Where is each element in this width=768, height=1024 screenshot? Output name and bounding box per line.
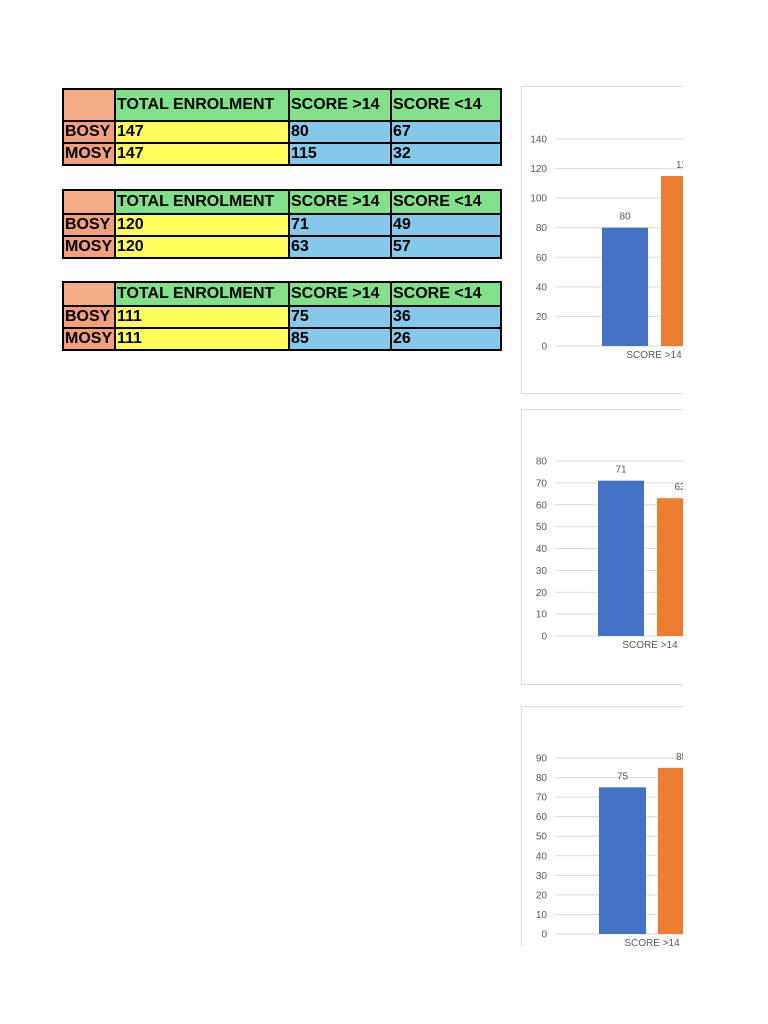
score-below-cell[interactable]: 26 bbox=[390, 327, 502, 351]
row-label-cell[interactable]: MOSY bbox=[62, 142, 116, 166]
table-row: BOSY 120 71 49 bbox=[62, 213, 502, 237]
enrolment-table-2: TOTAL ENROLMENT SCORE >14 SCORE <14 BOSY… bbox=[62, 189, 502, 259]
score-below-cell[interactable]: 67 bbox=[390, 120, 502, 144]
header-cell-blank[interactable] bbox=[62, 88, 116, 122]
y-tick-label: 70 bbox=[536, 793, 548, 804]
score-above-cell[interactable]: 80 bbox=[288, 120, 392, 144]
table-row: BOSY 147 80 67 bbox=[62, 120, 502, 144]
x-category-label: SCORE >14 bbox=[626, 350, 682, 361]
score-above-cell[interactable]: 63 bbox=[288, 235, 392, 259]
header-cell-score-below[interactable]: SCORE <14 bbox=[390, 281, 502, 307]
y-tick-label: 40 bbox=[536, 544, 548, 555]
table-row: MOSY 111 85 26 bbox=[62, 327, 502, 351]
row-label-cell[interactable]: BOSY bbox=[62, 120, 116, 144]
score-below-cell[interactable]: 49 bbox=[390, 213, 502, 237]
chart-1-svg: 0 20 40 60 80 100 120 140 80 115 SCORE >14 bbox=[530, 135, 683, 361]
table-header-row: TOTAL ENROLMENT SCORE >14 SCORE <14 bbox=[62, 281, 502, 307]
y-tick-label: 20 bbox=[536, 312, 548, 323]
bar[interactable] bbox=[661, 175, 683, 346]
header-cell-score-above[interactable]: SCORE >14 bbox=[288, 88, 392, 122]
total-cell[interactable]: 120 bbox=[114, 213, 290, 237]
y-tick-label: 20 bbox=[536, 890, 548, 901]
chart-3-svg: 0 10 20 30 40 50 60 70 80 90 75 85 SCORE >14 bbox=[536, 752, 683, 947]
total-cell[interactable]: 120 bbox=[114, 235, 290, 259]
score-below-cell[interactable]: 36 bbox=[390, 305, 502, 329]
row-label-cell[interactable]: MOSY bbox=[62, 327, 116, 351]
y-tick-label: 140 bbox=[530, 135, 547, 146]
total-cell[interactable]: 147 bbox=[114, 142, 290, 166]
score-below-cell[interactable]: 32 bbox=[390, 142, 502, 166]
x-category-label: SCORE >14 bbox=[624, 938, 680, 947]
bar-data-label: 85 bbox=[676, 752, 683, 763]
bar-data-label: 115 bbox=[676, 160, 683, 171]
chart-2[interactable]: 0 10 20 30 40 50 60 70 80 71 63 SCORE >14 bbox=[521, 409, 683, 685]
y-tick-label: 60 bbox=[536, 812, 548, 823]
x-category-label: SCORE >14 bbox=[622, 640, 678, 651]
score-above-cell[interactable]: 75 bbox=[288, 305, 392, 329]
total-cell[interactable]: 111 bbox=[114, 327, 290, 351]
y-tick-label: 70 bbox=[536, 478, 548, 489]
y-tick-label: 30 bbox=[536, 871, 548, 882]
y-tick-label: 30 bbox=[536, 566, 548, 577]
y-tick-label: 100 bbox=[530, 194, 547, 205]
bar-data-label: 63 bbox=[674, 482, 683, 493]
y-tick-label: 40 bbox=[536, 282, 548, 293]
header-cell-blank[interactable] bbox=[62, 189, 116, 215]
y-tick-label: 0 bbox=[541, 632, 547, 643]
header-cell-total-enrolment[interactable]: TOTAL ENROLMENT bbox=[114, 281, 290, 307]
chart-3[interactable]: 0 10 20 30 40 50 60 70 80 90 75 85 SCORE >14 bbox=[521, 706, 683, 947]
y-tick-label: 40 bbox=[536, 851, 548, 862]
y-tick-label: 10 bbox=[536, 910, 548, 921]
table-header-row: TOTAL ENROLMENT SCORE >14 SCORE <14 bbox=[62, 189, 502, 215]
table-row: MOSY 147 115 32 bbox=[62, 142, 502, 166]
row-label-cell[interactable]: BOSY bbox=[62, 305, 116, 329]
y-tick-label: 120 bbox=[530, 164, 547, 175]
score-below-cell[interactable]: 57 bbox=[390, 235, 502, 259]
row-label-cell[interactable]: MOSY bbox=[62, 235, 116, 259]
bar-data-label: 80 bbox=[619, 212, 631, 223]
bar[interactable] bbox=[599, 787, 646, 934]
header-cell-total-enrolment[interactable]: TOTAL ENROLMENT bbox=[114, 189, 290, 215]
header-cell-total-enrolment[interactable]: TOTAL ENROLMENT bbox=[114, 88, 290, 122]
chart-1[interactable]: 0 20 40 60 80 100 120 140 80 115 SCORE >14 bbox=[521, 86, 683, 394]
y-tick-label: 20 bbox=[536, 588, 548, 599]
chart-2-svg: 0 10 20 30 40 50 60 70 80 71 63 SCORE >14 bbox=[536, 457, 683, 651]
bar[interactable] bbox=[602, 227, 648, 346]
bar-data-label: 71 bbox=[615, 465, 627, 476]
table-header-row: TOTAL ENROLMENT SCORE >14 SCORE <14 bbox=[62, 88, 502, 122]
bar[interactable] bbox=[658, 767, 683, 934]
y-tick-label: 80 bbox=[536, 773, 548, 784]
total-cell[interactable]: 111 bbox=[114, 305, 290, 329]
y-tick-label: 0 bbox=[541, 342, 547, 353]
score-above-cell[interactable]: 71 bbox=[288, 213, 392, 237]
bar[interactable] bbox=[598, 480, 644, 636]
y-tick-label: 50 bbox=[536, 832, 548, 843]
score-above-cell[interactable]: 115 bbox=[288, 142, 392, 166]
bar[interactable] bbox=[657, 498, 683, 636]
table-row: BOSY 111 75 36 bbox=[62, 305, 502, 329]
y-tick-label: 80 bbox=[536, 457, 548, 468]
header-cell-blank[interactable] bbox=[62, 281, 116, 307]
y-tick-label: 60 bbox=[536, 253, 548, 264]
row-label-cell[interactable]: BOSY bbox=[62, 213, 116, 237]
enrolment-table-1: TOTAL ENROLMENT SCORE >14 SCORE <14 BOSY… bbox=[62, 88, 502, 166]
y-tick-label: 60 bbox=[536, 500, 548, 511]
header-cell-score-below[interactable]: SCORE <14 bbox=[390, 189, 502, 215]
y-tick-label: 80 bbox=[536, 223, 548, 234]
bar-data-label: 75 bbox=[617, 771, 629, 782]
header-cell-score-above[interactable]: SCORE >14 bbox=[288, 189, 392, 215]
y-tick-label: 90 bbox=[536, 754, 548, 765]
table-row: MOSY 120 63 57 bbox=[62, 235, 502, 259]
header-cell-score-below[interactable]: SCORE <14 bbox=[390, 88, 502, 122]
enrolment-table-3: TOTAL ENROLMENT SCORE >14 SCORE <14 BOSY… bbox=[62, 281, 502, 351]
y-tick-label: 50 bbox=[536, 522, 548, 533]
y-tick-label: 0 bbox=[541, 930, 547, 941]
y-tick-label: 10 bbox=[536, 610, 548, 621]
total-cell[interactable]: 147 bbox=[114, 120, 290, 144]
score-above-cell[interactable]: 85 bbox=[288, 327, 392, 351]
header-cell-score-above[interactable]: SCORE >14 bbox=[288, 281, 392, 307]
